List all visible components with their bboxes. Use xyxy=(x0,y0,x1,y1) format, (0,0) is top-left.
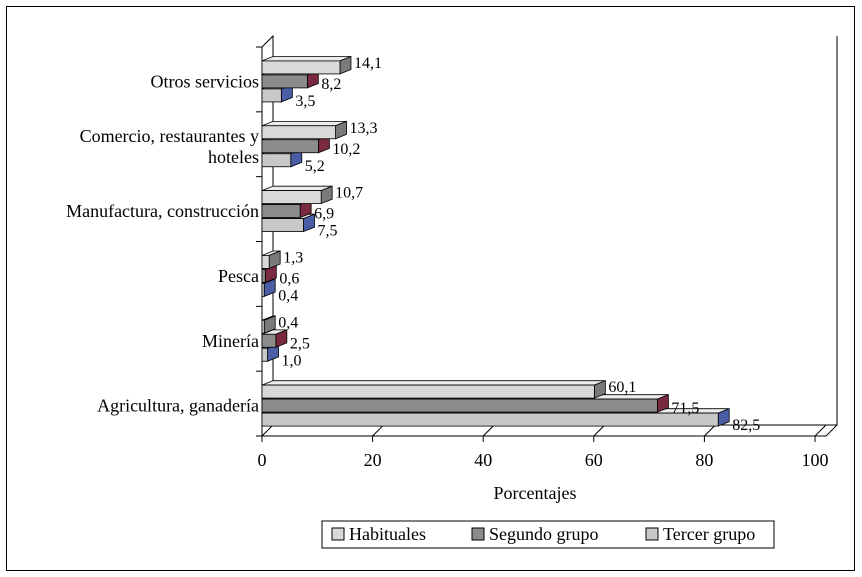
data-label: 1,0 xyxy=(282,352,302,369)
bar-habituales xyxy=(261,255,270,269)
data-label: 10,2 xyxy=(332,141,360,158)
bar-segundo-grupo xyxy=(261,204,301,218)
bar-top-face xyxy=(261,185,333,191)
bar-habituales xyxy=(261,319,265,334)
data-label: 71,5 xyxy=(671,400,699,417)
x-floor-line xyxy=(482,424,495,437)
data-label: 6,9 xyxy=(314,206,334,223)
chart-border xyxy=(6,6,855,571)
data-label: 0,6 xyxy=(279,270,299,287)
data-label: 3,5 xyxy=(295,93,315,110)
bar-tercer-grupo xyxy=(261,412,719,427)
x-axis-title: Porcentajes xyxy=(494,483,577,503)
bar-top-face xyxy=(261,380,606,386)
category-label: Agricultura, ganadería xyxy=(97,396,259,416)
category-label: Minería xyxy=(202,331,259,351)
legend-label: Tercer grupo xyxy=(663,524,755,544)
bar-segundo-grupo xyxy=(261,269,266,283)
bar-tercer-grupo xyxy=(261,283,265,297)
bar-habituales xyxy=(261,384,595,399)
data-label: 10,7 xyxy=(335,185,363,202)
data-label: 2,5 xyxy=(290,335,310,352)
data-label: 13,3 xyxy=(350,120,378,137)
legend-swatch xyxy=(471,527,485,541)
bar-habituales xyxy=(261,60,341,75)
data-label: 82,5 xyxy=(732,417,760,434)
data-label: 5,2 xyxy=(305,158,325,175)
x-tick-labels: 0 20 40 60 80 100 xyxy=(258,450,829,470)
bar-tercer-grupo xyxy=(261,88,282,103)
legend: Habituales Segundo grupo Tercer grupo xyxy=(321,520,775,549)
bar-tercer-grupo xyxy=(261,218,304,232)
x-tick-label: 20 xyxy=(364,450,382,470)
bar-segundo-grupo xyxy=(261,333,277,348)
data-label: 60,1 xyxy=(608,379,636,396)
bar-habituales xyxy=(261,190,322,204)
data-label: 0,4 xyxy=(278,314,298,331)
bar-habituales xyxy=(261,125,336,140)
bar-tercer-grupo xyxy=(261,347,268,362)
data-label: 0,4 xyxy=(278,287,298,304)
legend-box xyxy=(321,520,775,549)
data-label: 8,2 xyxy=(321,76,341,93)
x-floor-line xyxy=(261,424,274,437)
legend-label: Habituales xyxy=(349,524,426,544)
x-tick-label: 60 xyxy=(585,450,603,470)
bar-tercer-grupo xyxy=(261,153,292,168)
x-floor-line xyxy=(372,424,384,437)
bar-segundo-grupo xyxy=(261,398,658,413)
category-label: Otros servicios xyxy=(151,71,259,91)
category-label: Pesca xyxy=(218,266,259,286)
x-tick-label: 100 xyxy=(802,450,829,470)
bar-top-face xyxy=(261,56,352,62)
x-tick-label: 80 xyxy=(695,450,713,470)
legend-swatch xyxy=(645,527,659,541)
bar-segundo-grupo xyxy=(261,139,319,154)
bars xyxy=(261,55,730,427)
x-floor-line xyxy=(593,424,606,437)
data-label: 14,1 xyxy=(354,55,382,72)
bar-segundo-grupo xyxy=(261,74,308,89)
x-floor-line xyxy=(704,424,716,437)
x-tick-label: 40 xyxy=(474,450,492,470)
legend-swatch xyxy=(331,527,345,541)
data-labels: 14,18,23,513,310,25,210,76,97,51,30,60,4… xyxy=(278,55,760,434)
floor-edge xyxy=(825,424,838,437)
data-label: 1,3 xyxy=(283,249,303,266)
data-label: 7,5 xyxy=(317,223,337,240)
bar-top-face xyxy=(261,120,347,127)
category-label: Comercio, restaurantes y hoteles xyxy=(80,126,259,167)
legend-label: Segundo grupo xyxy=(489,524,599,544)
x-tick-label: 0 xyxy=(258,450,267,470)
x-floor-line xyxy=(814,424,827,437)
category-label: Manufactura, construcción xyxy=(66,201,259,221)
